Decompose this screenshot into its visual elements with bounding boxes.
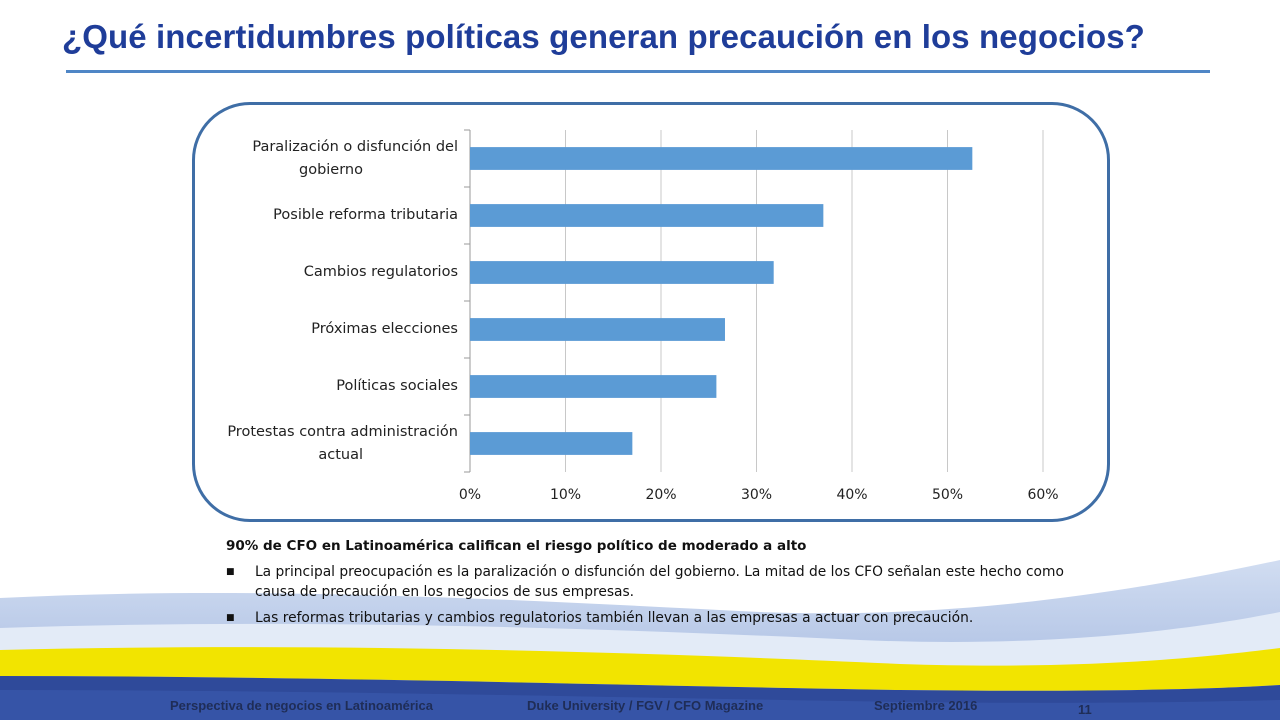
notes-headline: 90% de CFO en Latinoamérica califican el… bbox=[226, 538, 807, 554]
bullet-marker: ■ bbox=[226, 567, 235, 577]
wave-yellow bbox=[0, 647, 1280, 691]
category-label: Políticas sociales bbox=[208, 375, 458, 398]
x-tick-label: 50% bbox=[931, 487, 964, 503]
category-label: Próximas elecciones bbox=[208, 318, 458, 341]
title-underline bbox=[66, 70, 1210, 73]
slide-title: ¿Qué incertidumbres políticas generan pr… bbox=[62, 18, 1145, 55]
x-tick-label: 40% bbox=[836, 487, 868, 503]
bullet-text: Las reformas tributarias y cambios regul… bbox=[255, 610, 974, 626]
category-label-line: Cambios regulatorios bbox=[303, 264, 458, 280]
page-number: 11 bbox=[1078, 702, 1092, 717]
category-label-line: Próximas elecciones bbox=[311, 321, 458, 337]
category-label-line: actual bbox=[318, 446, 363, 463]
x-tick-label: 0% bbox=[458, 487, 482, 503]
category-label: Cambios regulatorios bbox=[208, 261, 458, 284]
x-tick-label: 30% bbox=[740, 487, 773, 503]
x-tick-label: 10% bbox=[549, 487, 582, 503]
bullet-item: ■ La principal preocupación es la parali… bbox=[226, 562, 1066, 602]
footer-date: Septiembre 2016 bbox=[874, 698, 978, 713]
notes-panel: 90% de CFO en Latinoamérica califican el… bbox=[226, 538, 1066, 634]
x-tick-label: 20% bbox=[645, 487, 677, 503]
bar bbox=[470, 147, 973, 170]
category-label-line: gobierno bbox=[299, 161, 363, 178]
category-label: Protestas contra administración actual bbox=[208, 421, 458, 467]
chart-frame bbox=[192, 102, 1110, 522]
category-label: Paralización o disfunción del gobierno bbox=[208, 136, 458, 182]
bullet-marker: ■ bbox=[226, 613, 235, 623]
footer-report-name: Perspectiva de negocios en Latinoamérica bbox=[170, 698, 433, 713]
bullet-item: ■ Las reformas tributarias y cambios reg… bbox=[226, 608, 1066, 628]
bar bbox=[470, 318, 725, 341]
wave-highlight bbox=[0, 690, 1280, 720]
category-label-line: Protestas contra administración bbox=[227, 423, 458, 440]
bullet-text: La principal preocupación es la paraliza… bbox=[255, 564, 1064, 600]
bar bbox=[470, 375, 717, 398]
category-label-line: Políticas sociales bbox=[336, 378, 458, 394]
category-label-line: Paralización o disfunción del bbox=[252, 138, 458, 155]
bar bbox=[470, 261, 774, 284]
category-label-line: Posible reforma tributaria bbox=[273, 207, 458, 223]
bar bbox=[470, 432, 633, 455]
x-tick-label: 60% bbox=[1027, 487, 1059, 503]
category-label: Posible reforma tributaria bbox=[208, 204, 458, 227]
bar bbox=[470, 204, 824, 227]
footer-sources: Duke University / FGV / CFO Magazine bbox=[527, 698, 764, 713]
